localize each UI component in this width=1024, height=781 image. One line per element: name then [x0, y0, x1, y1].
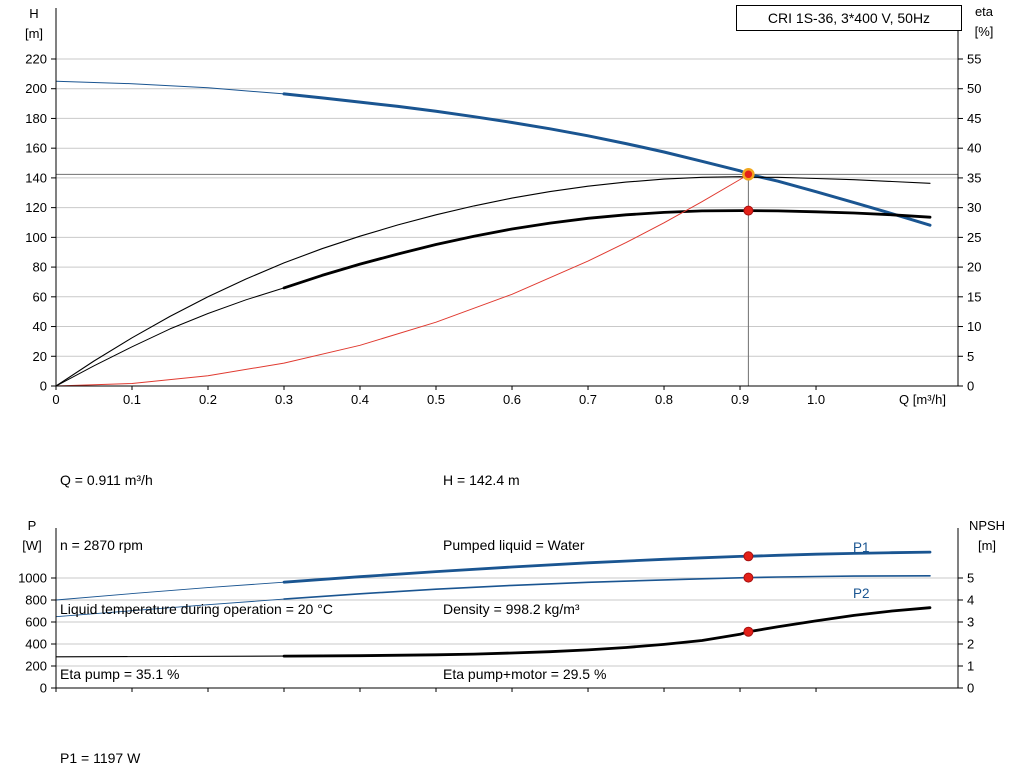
left-tick-label: 0: [40, 379, 47, 394]
series-label-p1: P1: [853, 540, 870, 555]
p1-curve: [282, 550, 932, 584]
h-axis-symbol: H: [29, 6, 39, 21]
hq-curve-min-flow: [55, 80, 285, 95]
eta-pump-motor-curve-min-flow: [55, 287, 285, 387]
left-tick-label: 600: [25, 614, 47, 629]
eta-axis-symbol: eta: [974, 4, 994, 19]
right-tick-label: 25: [967, 230, 981, 245]
right-tick-label: 35: [967, 170, 981, 185]
eta-pump-curve: [55, 176, 931, 387]
right-tick-label: 45: [967, 111, 981, 126]
right-tick-label: 1: [967, 659, 974, 674]
p2-curve: [283, 574, 931, 600]
p2-curve-min-flow: [55, 598, 285, 618]
right-tick-label: 4: [967, 593, 974, 608]
x-tick-label: 0.1: [123, 392, 141, 407]
bottom-chart-svg: 0 200 400 600 800 1000 0 1 2 3 4 5 P1 P2: [18, 528, 974, 696]
right-tick-label: 55: [967, 52, 981, 67]
right-tick-label: 0: [967, 379, 974, 394]
p-axis-title: P [W]: [14, 516, 50, 555]
annotation-density: Density = 998.2 kg/m³: [443, 601, 580, 617]
duty-point-p1: [743, 551, 754, 562]
p1-curve-min-flow: [55, 581, 285, 601]
top-chart-svg: 0 20 40 60 80 100 120 140 160 180 200 220 0 5 10 15 20 25…: [25, 8, 981, 407]
annotation-speed: n = 2870 rpm: [60, 536, 143, 553]
x-tick-label: 0: [52, 392, 59, 407]
right-tick-label: 3: [967, 615, 974, 630]
left-tick-label: 100: [25, 230, 47, 245]
x-tick-label: 0.5: [427, 392, 445, 407]
left-tick-label: 80: [33, 260, 47, 275]
p-axis-symbol: P: [27, 518, 37, 533]
right-tick-label: 40: [967, 141, 981, 156]
duty-point-npsh: [743, 626, 754, 637]
p-axis-unit: [W]: [22, 537, 42, 553]
eta-axis-unit: [%]: [974, 23, 994, 39]
operating-data-right: H = 142.4 m Pumped liquid = Water Densit…: [443, 427, 606, 728]
h-axis-title: H [m]: [16, 4, 52, 43]
right-tick-label: 5: [967, 571, 974, 586]
left-tick-label: 180: [25, 111, 47, 126]
annotation-p1: P1 = 1197 W: [60, 750, 141, 766]
duty-point-eta: [743, 205, 754, 216]
right-tick-label: 5: [967, 349, 974, 364]
left-tick-label: 40: [33, 319, 47, 334]
eta-axis-title: eta [%]: [962, 2, 1006, 41]
power-npsh-data: P1 = 1197 W P2 = 1004 W NPSH = 2.56 m: [60, 702, 158, 781]
h-axis-unit: [m]: [24, 25, 44, 41]
annotation-pumped-liquid: Pumped liquid = Water: [443, 536, 585, 553]
left-tick-label: 0: [40, 681, 47, 696]
x-tick-label: 0.6: [503, 392, 521, 407]
left-tick-label: 200: [25, 81, 47, 96]
left-tick-label: 1000: [18, 570, 47, 585]
annotation-liquid-temperature: Liquid temperature during operation = 20…: [60, 601, 333, 617]
npsh-axis-symbol: NPSH: [968, 518, 1006, 533]
eta-pump-motor-curve: [282, 209, 932, 290]
npsh-axis-unit: [m]: [977, 537, 997, 553]
right-tick-label: 50: [967, 81, 981, 96]
x-tick-label: 1.0: [807, 392, 825, 407]
annotation-flow: Q = 0.911 m³/h: [60, 472, 153, 488]
system-curve: [55, 173, 749, 387]
x-tick-label: 0.9: [731, 392, 749, 407]
npsh-curve-min-flow: [55, 655, 285, 658]
right-tick-label: 10: [967, 319, 981, 334]
left-tick-label: 200: [25, 658, 47, 673]
right-tick-label: 2: [967, 637, 974, 652]
x-tick-label: 0.2: [199, 392, 217, 407]
x-tick-label: 0.4: [351, 392, 369, 407]
annotation-head: H = 142.4 m: [443, 472, 520, 488]
left-tick-label: 220: [25, 51, 47, 66]
annotation-eta-pump: Eta pump = 35.1 %: [60, 665, 180, 682]
left-tick-label: 20: [33, 349, 47, 364]
operating-data-left: Q = 0.911 m³/h n = 2870 rpm Liquid tempe…: [60, 427, 333, 728]
hq-curve: [282, 92, 932, 227]
x-tick-label: 0.3: [275, 392, 293, 407]
x-tick-label: 0.7: [579, 392, 597, 407]
left-tick-label: 400: [25, 636, 47, 651]
right-tick-label: 30: [967, 200, 981, 215]
npsh-curve: [282, 606, 932, 658]
right-tick-label: 15: [967, 289, 981, 304]
right-tick-label: 20: [967, 260, 981, 275]
x-tick-label: 0.8: [655, 392, 673, 407]
x-axis-unit-label: Q [m³/h]: [899, 392, 946, 407]
series-label-p2: P2: [853, 586, 870, 601]
duty-point-h: [742, 168, 755, 181]
left-tick-label: 800: [25, 592, 47, 607]
pump-model-label: CRI 1S-36, 3*400 V, 50Hz: [736, 5, 962, 31]
left-tick-label: 120: [25, 200, 47, 215]
left-tick-label: 140: [25, 170, 47, 185]
left-tick-label: 60: [33, 289, 47, 304]
npsh-axis-title: NPSH [m]: [956, 516, 1018, 555]
right-tick-label: 0: [967, 681, 974, 696]
duty-point-p2: [743, 572, 754, 583]
left-tick-label: 160: [25, 141, 47, 156]
annotation-eta-pump-motor: Eta pump+motor = 29.5 %: [443, 665, 607, 682]
